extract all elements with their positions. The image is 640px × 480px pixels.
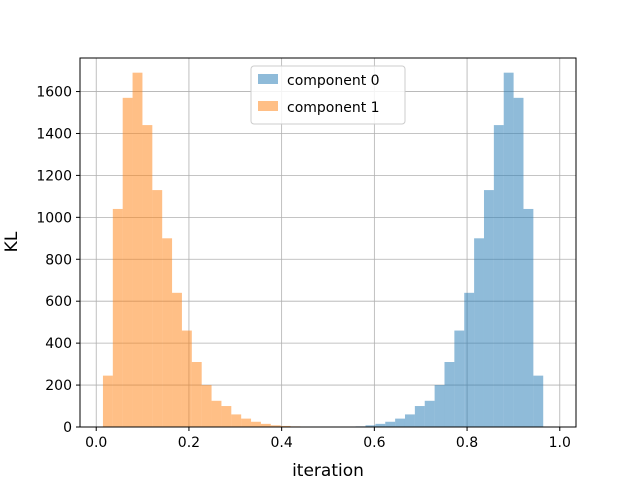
y-tick-label: 400	[45, 336, 72, 352]
x-axis-ticks: 0.0 0.2 0.4 0.6 0.8 1.0	[85, 427, 571, 451]
bar-component-0	[404, 414, 415, 427]
y-tick-label: 0	[63, 420, 72, 436]
y-tick-label: 1200	[36, 168, 72, 184]
bar-component-1	[152, 190, 163, 427]
bar-component-1	[211, 400, 222, 427]
x-tick-label: 0.0	[85, 435, 107, 451]
bar-component-1	[132, 72, 143, 427]
y-axis-label: KL	[2, 231, 22, 252]
bar-component-0	[444, 362, 455, 427]
bar-component-1	[260, 423, 271, 427]
bar-component-0	[474, 238, 484, 427]
x-tick-label: 0.4	[271, 435, 293, 451]
legend-label-component-1: component 1	[287, 100, 380, 116]
bar-component-0	[365, 425, 376, 427]
bar-component-1	[102, 375, 113, 427]
histogram-bars	[102, 72, 544, 427]
bar-component-0	[385, 421, 396, 427]
y-tick-label: 1600	[36, 85, 72, 101]
bar-component-0	[523, 208, 534, 427]
legend: component 0 component 1	[250, 65, 406, 125]
bar-component-0	[375, 423, 386, 427]
bar-component-1	[241, 418, 252, 427]
bar-component-0	[464, 292, 475, 427]
bar-component-0	[503, 72, 514, 427]
bar-component-1	[142, 125, 153, 427]
y-axis-ticks: 0 200 400 600 800 1000 1200 1400 1600	[36, 85, 80, 436]
legend-swatch-component-1	[258, 101, 278, 111]
bar-component-1	[270, 425, 281, 427]
bar-component-1	[172, 292, 182, 427]
bar-component-1	[181, 330, 192, 427]
bar-component-0	[424, 400, 435, 427]
bar-component-1	[112, 208, 123, 427]
bar-component-1	[280, 425, 291, 427]
bar-component-1	[162, 238, 173, 427]
x-tick-label: 0.8	[456, 435, 478, 451]
bar-component-1	[191, 362, 202, 427]
bar-component-0	[533, 375, 544, 427]
legend-label-component-0: component 0	[287, 73, 380, 89]
bar-component-1	[122, 97, 133, 427]
x-tick-label: 1.0	[549, 435, 571, 451]
bar-component-1	[221, 406, 232, 427]
y-tick-label: 1000	[36, 210, 72, 226]
bar-component-0	[414, 406, 425, 427]
bar-component-1	[201, 385, 212, 427]
bar-component-0	[483, 190, 494, 427]
y-tick-label: 1400	[36, 126, 72, 142]
y-tick-label: 800	[45, 252, 72, 268]
x-tick-label: 0.2	[178, 435, 200, 451]
bar-component-0	[434, 385, 445, 427]
legend-box	[250, 65, 406, 125]
bar-component-1	[251, 421, 261, 427]
legend-swatch-component-0	[258, 74, 278, 84]
x-tick-label: 0.6	[363, 435, 385, 451]
bar-component-0	[513, 97, 524, 427]
bar-component-1	[231, 414, 242, 427]
bar-component-0	[454, 330, 465, 427]
y-tick-label: 600	[45, 294, 72, 310]
bar-component-0	[395, 418, 405, 427]
bar-component-0	[493, 125, 504, 427]
y-tick-label: 200	[45, 378, 72, 394]
axes-frame	[79, 57, 577, 428]
x-axis-label: iteration	[292, 461, 364, 480]
